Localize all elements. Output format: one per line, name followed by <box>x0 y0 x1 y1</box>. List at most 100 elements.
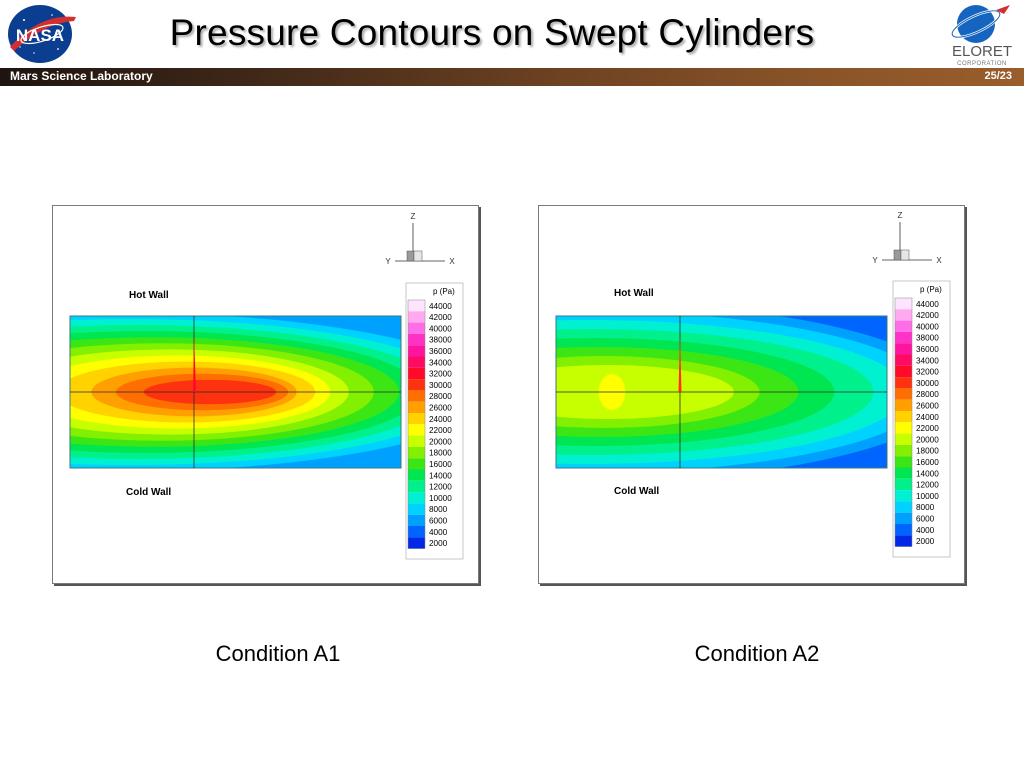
pressure-spike <box>678 332 682 392</box>
legend-level-label: 14000 <box>429 471 452 480</box>
legend-swatch <box>895 309 912 321</box>
eloret-logo-text: ELORET <box>952 43 1012 60</box>
axis-x-label: X <box>449 257 455 266</box>
legend-colorbar-border <box>894 297 913 547</box>
legend-level-label: 22000 <box>916 424 939 433</box>
legend-swatch <box>895 478 912 491</box>
eloret-logo-subtitle: CORPORATION <box>957 61 1007 67</box>
legend-swatch <box>408 480 425 493</box>
legend-level-label: 16000 <box>916 458 939 467</box>
axis-z-label: Z <box>411 212 416 221</box>
legend-swatch <box>408 469 425 481</box>
legend-swatch <box>895 512 912 524</box>
legend-level-label: 42000 <box>916 311 939 320</box>
legend-swatch <box>895 467 912 479</box>
legend-title: p (Pa) <box>433 287 455 296</box>
legend-level-label: 24000 <box>429 415 452 424</box>
nasa-logo-text: NASA <box>16 26 64 45</box>
legend-level-label: 40000 <box>429 324 452 333</box>
legend-colorbar-border <box>407 299 426 549</box>
legend-level-label: 30000 <box>916 379 939 388</box>
legend-level-label: 12000 <box>429 483 452 492</box>
legend-level-label: 36000 <box>429 347 452 356</box>
slide-header: NASA Pressure Contours on Swept Cylinder… <box>0 0 1024 86</box>
legend-swatch <box>895 422 912 434</box>
project-name: Mars Science Laboratory <box>10 69 153 83</box>
legend-level-label: 8000 <box>429 505 448 514</box>
legend-level-label: 12000 <box>916 481 939 490</box>
legend-swatch <box>408 322 425 334</box>
eloret-logo: ELORET CORPORATION <box>950 5 1012 67</box>
legend-swatch <box>408 356 425 368</box>
caption-a1: Condition A1 <box>215 641 341 666</box>
legend-swatch <box>408 367 425 380</box>
legend-title: p (Pa) <box>920 285 942 294</box>
legend-swatch <box>408 424 425 436</box>
legend-level-label: 10000 <box>916 492 939 501</box>
legend-level-label: 16000 <box>429 460 452 469</box>
legend-swatch <box>408 333 425 346</box>
legend-swatch <box>408 311 425 323</box>
legend-swatch <box>408 537 425 549</box>
legend-swatch <box>408 300 425 312</box>
legend-swatch <box>895 433 912 445</box>
legend: p (Pa) 44000 42000 40000 38000 36000 34000 320… <box>405 282 464 560</box>
legend-level-label: 34000 <box>916 356 939 365</box>
nasa-logo: NASA <box>8 5 76 63</box>
axis-y-label: Y <box>385 257 391 266</box>
legend-swatch <box>408 413 425 425</box>
axis-triad: Z Y X <box>872 211 942 265</box>
axis-y-label: Y <box>872 256 878 265</box>
legend-swatch <box>895 399 912 411</box>
legend-level-label: 38000 <box>916 334 939 343</box>
legend-swatch <box>895 320 912 332</box>
axis-triad: Z Y X <box>385 212 455 266</box>
legend-level-label: 36000 <box>916 345 939 354</box>
slide-title: Pressure Contours on Swept Cylinders <box>169 12 815 53</box>
legend-swatch <box>895 377 912 389</box>
legend-level-label: 44000 <box>916 300 939 309</box>
pressure-spike <box>193 334 196 392</box>
legend-swatch <box>895 444 912 457</box>
axis-x-label: X <box>936 256 942 265</box>
contour-plot-a1: Hot Wall Cold Wall Z Y X p (Pa) 44000 420… <box>69 212 464 560</box>
legend-swatch <box>408 390 425 402</box>
hot-wall-label: Hot Wall <box>614 288 654 299</box>
legend: p (Pa) 44000 42000 40000 38000 36000 34000 320… <box>892 280 951 558</box>
legend-level-label: 8000 <box>916 503 935 512</box>
hot-wall-label: Hot Wall <box>129 290 169 301</box>
contour-plot-a2: Hot Wall Cold Wall Z Y X p (Pa) 44000 420… <box>555 211 951 558</box>
legend-level-label: 30000 <box>429 381 452 390</box>
legend-swatch <box>895 535 912 547</box>
axis-z-label: Z <box>898 211 903 220</box>
legend-swatch <box>895 456 912 468</box>
caption-a2: Condition A2 <box>694 641 820 666</box>
contour-panel-a1: Hot Wall Cold Wall Z Y X p (Pa) 44000 420… <box>52 205 479 584</box>
legend-level-label: 26000 <box>429 404 452 413</box>
legend-level-label: 20000 <box>916 435 939 444</box>
legend-swatch <box>895 331 912 344</box>
legend-level-label: 44000 <box>429 302 452 311</box>
legend-level-label: 10000 <box>429 494 452 503</box>
legend-swatch <box>408 435 425 447</box>
legend-level-label: 2000 <box>429 539 448 548</box>
legend-level-label: 32000 <box>916 368 939 377</box>
legend-level-label: 38000 <box>429 336 452 345</box>
legend-level-label: 20000 <box>429 437 452 446</box>
legend-swatch <box>408 379 425 391</box>
legend-level-label: 4000 <box>429 528 448 537</box>
legend-level-label: 4000 <box>916 526 935 535</box>
cold-wall-label: Cold Wall <box>614 486 659 497</box>
legend-swatch <box>895 524 912 536</box>
legend-level-label: 26000 <box>916 402 939 411</box>
legend-swatch <box>895 343 912 355</box>
header-bar: Mars Science Laboratory 25/23 <box>0 68 1024 86</box>
legend-level-label: 32000 <box>429 370 452 379</box>
legend-level-label: 18000 <box>429 449 452 458</box>
legend-swatch <box>895 365 912 378</box>
legend-swatch <box>408 345 425 357</box>
legend-level-label: 28000 <box>916 390 939 399</box>
legend-level-label: 42000 <box>429 313 452 322</box>
legend-swatch <box>895 354 912 366</box>
legend-level-label: 28000 <box>429 392 452 401</box>
